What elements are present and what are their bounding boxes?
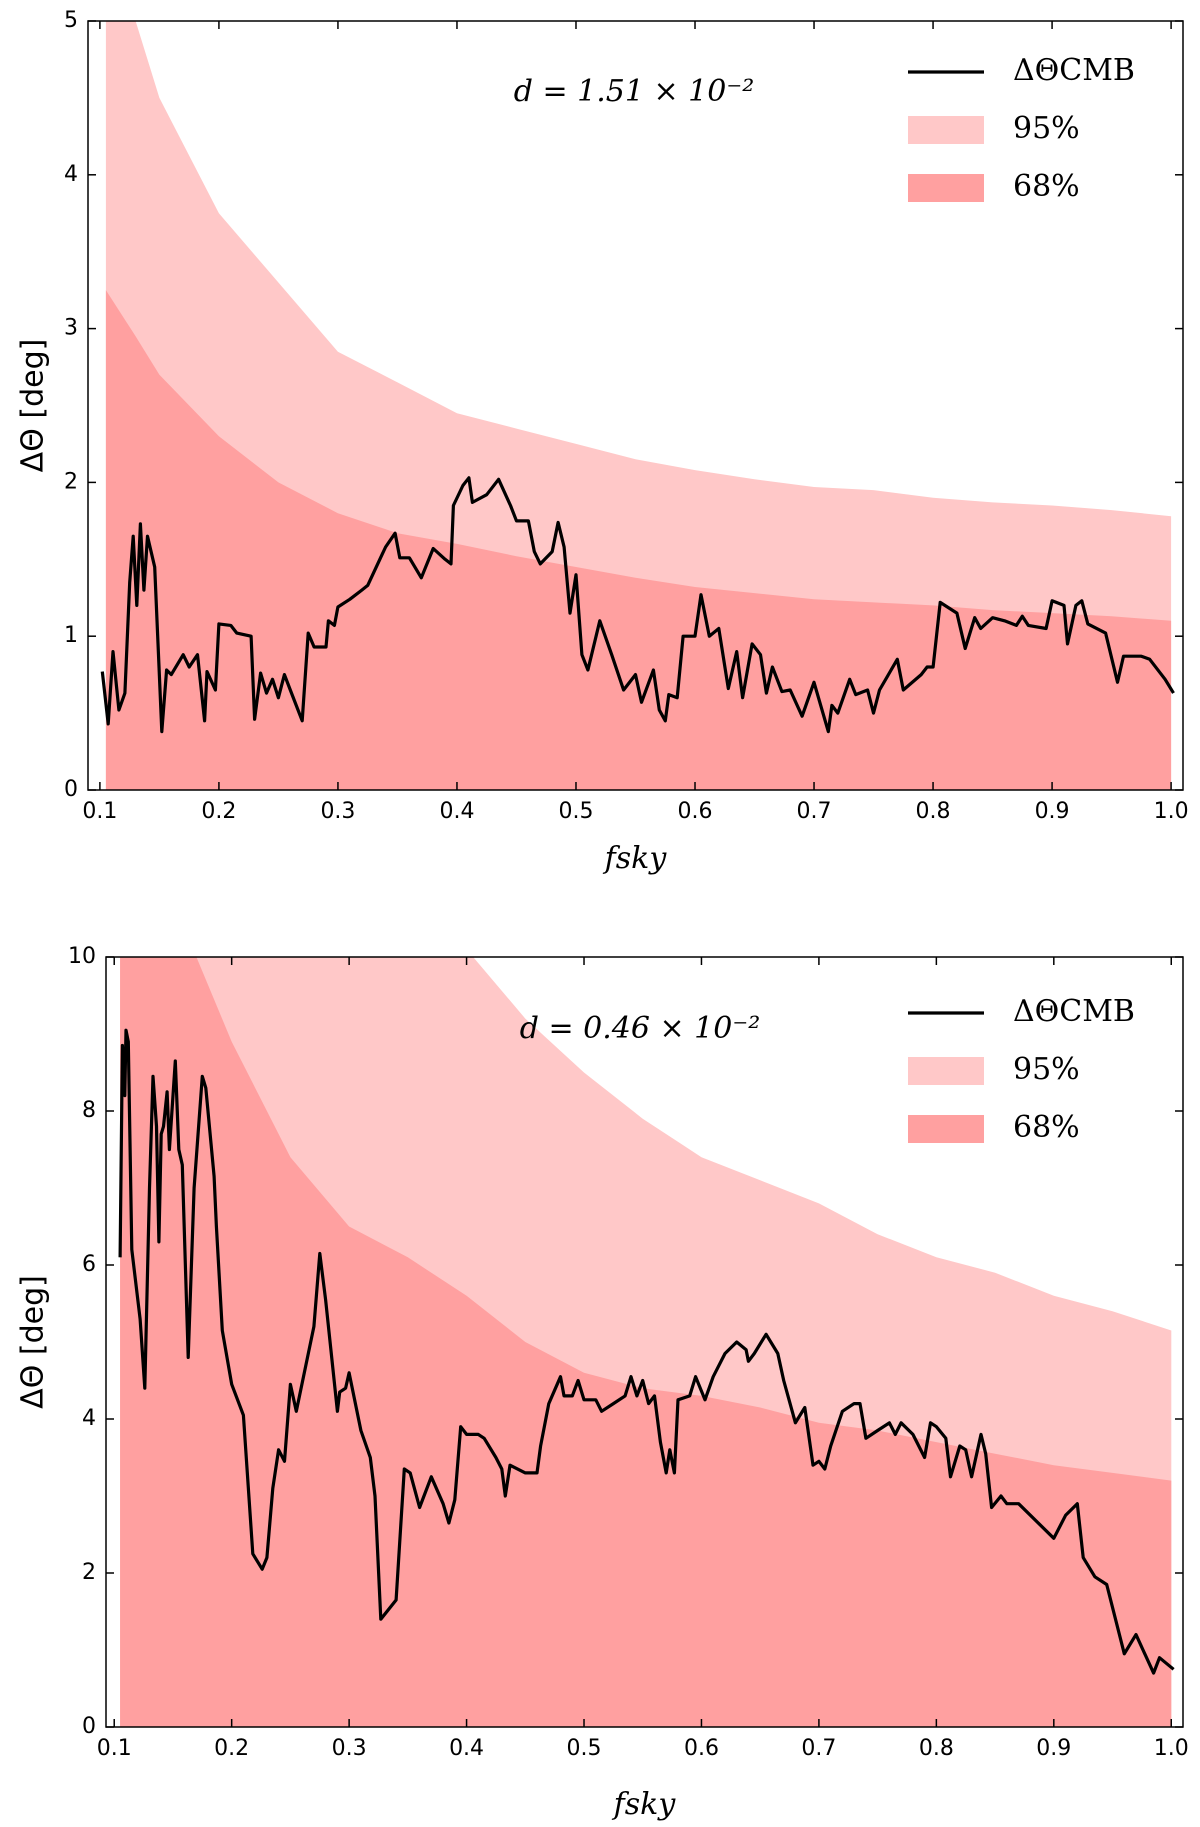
y-tick-label: 4 (82, 1406, 96, 1431)
x-tick-label: 0.2 (214, 1736, 249, 1761)
x-tick-label: 0.3 (320, 799, 355, 824)
annotation: d = 1.51 × 10⁻² (514, 74, 754, 109)
legend-label: 68% (1013, 1110, 1080, 1145)
plot-area (100, 21, 1175, 790)
y-tick-label: 4 (64, 162, 78, 187)
y-tick-label: 6 (82, 1252, 96, 1277)
x-tick-label: 0.2 (201, 799, 236, 824)
x-tick-label: 0.8 (919, 1736, 954, 1761)
legend-label: ΔΘCMB (1013, 53, 1135, 88)
y-tick-label: 3 (64, 316, 78, 341)
plot-frame (87, 20, 1184, 791)
data-line (118, 1028, 1175, 1675)
legend-label: ΔΘCMB (1013, 994, 1135, 1029)
legend-label: 95% (1013, 111, 1080, 146)
x-tick-label: 0.7 (801, 1736, 836, 1761)
legend-swatch (908, 174, 984, 202)
y-axis-label: ΔΘ [deg] (16, 1275, 51, 1409)
x-tick-label: 0.5 (558, 799, 593, 824)
y-tick-label: 2 (82, 1560, 96, 1585)
y-tick-label: 2 (64, 469, 78, 494)
x-tick-label: 0.1 (82, 799, 117, 824)
chart: 0.1 0.2 0.3 0.4 0.5 0.6 0.7 0.8 0.9 1.0 0 2 4 6 8 10 fsk… (16, 944, 1189, 1822)
data-line (100, 476, 1175, 734)
y-tick-label: 1 (64, 623, 78, 648)
legend-label: 68% (1013, 169, 1080, 204)
x-axis-label: fsky (612, 1787, 677, 1822)
y-axis-label: ΔΘ [deg] (16, 339, 51, 473)
legend-swatch (908, 116, 984, 144)
y-tick-label: 0 (64, 777, 78, 802)
y-tick-label: 8 (82, 1098, 96, 1123)
band-area (105, 290, 1172, 790)
x-axis-label: fsky (603, 841, 668, 876)
band-area (120, 957, 1172, 1727)
x-tick-label: 0.3 (332, 1736, 367, 1761)
legend-swatch (908, 1057, 984, 1085)
x-tick-label: 0.4 (449, 1736, 484, 1761)
x-tick-label: 1.0 (1154, 799, 1189, 824)
x-tick-label: 0.9 (1036, 1736, 1071, 1761)
x-tick-label: 1.0 (1154, 1736, 1189, 1761)
x-tick-label: 0.1 (97, 1736, 132, 1761)
x-tick-label: 0.6 (684, 1736, 719, 1761)
annotation: d = 0.46 × 10⁻² (520, 1011, 760, 1046)
plot-frame (105, 956, 1184, 1728)
y-tick-label: 10 (68, 944, 96, 969)
x-tick-label: 0.8 (916, 799, 951, 824)
legend-swatch (908, 1115, 984, 1143)
y-tick-label: 0 (82, 1714, 96, 1739)
legend-label: 95% (1013, 1052, 1080, 1087)
x-tick-label: 0.5 (567, 1736, 602, 1761)
x-tick-label: 0.6 (678, 799, 713, 824)
x-tick-label: 0.7 (797, 799, 832, 824)
plot-area (118, 957, 1175, 1727)
chart: 0.1 0.2 0.3 0.4 0.5 0.6 0.7 0.8 0.9 1.0 0 1 2 3 4 5 fsky… (16, 8, 1189, 876)
x-tick-label: 0.4 (439, 799, 474, 824)
y-tick-label: 5 (64, 8, 78, 33)
x-tick-label: 0.9 (1035, 799, 1070, 824)
